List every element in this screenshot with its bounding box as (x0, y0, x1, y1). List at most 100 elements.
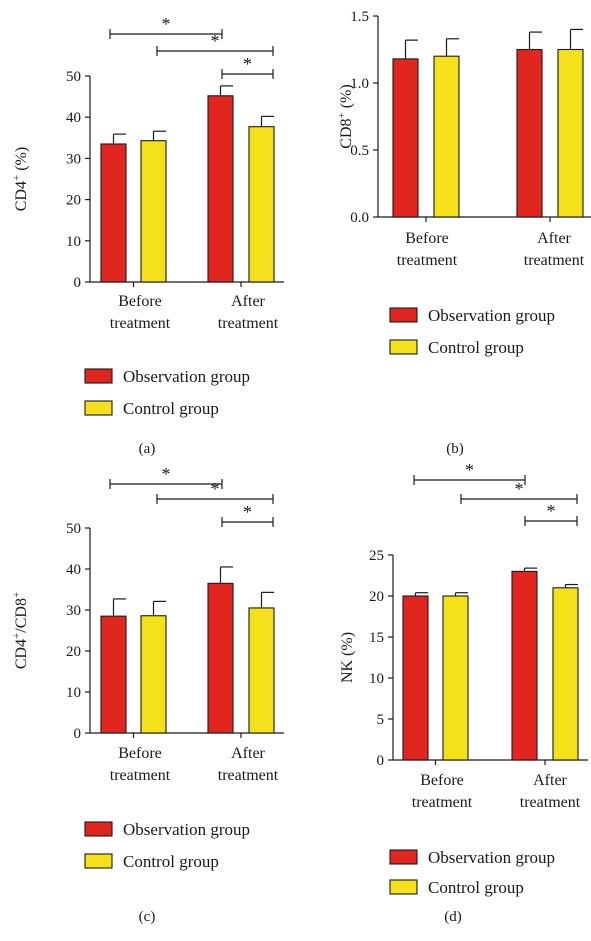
y-tick-label: 20 (66, 644, 81, 660)
x-category-label: After treatment (218, 745, 279, 784)
y-axis-label-superscript: + (11, 633, 23, 639)
significance-star: * (211, 479, 220, 499)
panel-letter: (c) (139, 909, 156, 925)
y-axis-label-text: NK (%) (339, 632, 356, 683)
significance-star: * (243, 54, 252, 74)
x-category-label: Before treatment (412, 772, 473, 811)
x-category-label-line: Before (420, 772, 464, 789)
y-tick-label: 20 (369, 589, 384, 605)
y-axis-label-text: (%) (338, 84, 355, 112)
y-tick-label: 0 (377, 753, 385, 769)
x-category-label-line: treatment (218, 767, 279, 784)
x-category-label: After treatment (520, 772, 581, 811)
bar-observation (511, 570, 538, 761)
x-category-label-line: After (533, 772, 567, 789)
bar-observation (100, 143, 127, 283)
y-tick-label: 10 (66, 234, 81, 250)
legend-swatch-control (389, 879, 418, 895)
panel-letter: (b) (446, 441, 464, 457)
bar-control (442, 595, 469, 761)
significance-star: * (547, 501, 556, 521)
legend-label-control: Control group (123, 852, 219, 871)
y-tick-label: 0.5 (350, 143, 369, 159)
x-category-label-line: treatment (110, 315, 171, 332)
legend-label-observation: Observation group (123, 820, 250, 839)
bar-control (248, 126, 275, 283)
legend-label-control: Control group (123, 399, 219, 418)
y-tick-label: 50 (66, 521, 81, 537)
chart-panel-c: 0 10 20 30 40 50 Before treatment After treatment… (11, 464, 284, 925)
legend-label-observation: Observation group (428, 306, 555, 325)
legend-label-observation: Observation group (123, 367, 250, 386)
legend-label-control: Control group (428, 878, 524, 897)
y-tick-label: 15 (369, 630, 384, 646)
x-category-label-line: treatment (412, 794, 473, 811)
y-tick-label: 0 (74, 275, 82, 291)
x-category-label-line: treatment (218, 315, 279, 332)
y-tick-label: 30 (66, 603, 81, 619)
y-tick-label: 1.5 (350, 9, 369, 25)
y-tick-label: 0 (74, 726, 82, 742)
y-tick-label: 10 (369, 671, 384, 687)
y-axis-label: CD4+/CD8+ (11, 592, 30, 669)
significance-star: * (162, 14, 171, 34)
legend-swatch-control (84, 400, 113, 416)
y-tick-label: 20 (66, 193, 81, 209)
x-category-label-line: Before (405, 230, 449, 247)
y-tick-label: 5 (377, 712, 385, 728)
bar-control (248, 607, 275, 734)
significance-star: * (162, 464, 171, 484)
x-category-label-line: Before (118, 293, 162, 310)
bar-observation (207, 95, 234, 283)
legend-swatch-observation (84, 821, 113, 837)
y-tick-label: 40 (66, 562, 81, 578)
legend-label-control: Control group (428, 338, 524, 357)
legend-swatch-observation (389, 307, 418, 323)
y-tick-label: 10 (66, 685, 81, 701)
bar-control (552, 587, 579, 761)
y-axis-label-text: (%) (13, 147, 30, 175)
significance-star: * (243, 502, 252, 522)
y-tick-label: 30 (66, 151, 81, 167)
x-category-label-line: Before (118, 745, 162, 762)
y-tick-label: 1.0 (350, 76, 369, 92)
y-tick-label: 25 (369, 548, 384, 564)
bar-observation (392, 58, 419, 218)
significance-star: * (465, 460, 474, 480)
x-category-label: Before treatment (110, 293, 171, 332)
x-category-label: Before treatment (397, 230, 458, 269)
x-category-label-line: After (537, 230, 571, 247)
y-axis-label: CD8+ (%) (336, 84, 355, 148)
chart-panel-a: 0 10 20 30 40 50 Before treatment After treatment… (11, 14, 284, 457)
bar-observation (207, 582, 234, 734)
y-axis-label-superscript: + (336, 112, 348, 118)
y-axis-label-text: /CD8 (13, 598, 30, 633)
panel-letter: (d) (444, 909, 462, 925)
x-category-label-line: treatment (524, 252, 585, 269)
x-category-label-line: After (231, 293, 265, 310)
chart-panel-b: 0.0 0.5 1.0 1.5 Before treatment After treatmen… (336, 9, 591, 457)
y-axis-label: NK (%) (339, 632, 356, 683)
chart-panel-d: 0 5 10 15 20 25 Before treatment After treatment *… (339, 460, 588, 925)
legend-swatch-observation (84, 368, 113, 384)
bar-control (140, 140, 167, 283)
y-axis-label-superscript: + (11, 175, 23, 181)
significance-star: * (211, 31, 220, 51)
x-category-label-line: treatment (110, 767, 171, 784)
x-category-label: Before treatment (110, 745, 171, 784)
y-axis-label-superscript: + (11, 592, 23, 598)
bar-control (557, 48, 584, 218)
y-axis-label-text: CD4 (13, 181, 30, 211)
x-category-label-line: treatment (520, 794, 581, 811)
significance-star: * (515, 479, 524, 499)
x-category-label: After treatment (524, 230, 585, 269)
y-tick-label: 50 (66, 69, 81, 85)
y-axis-label-text: CD4 (13, 639, 30, 669)
y-axis-label: CD4+ (%) (11, 147, 30, 211)
legend-swatch-control (84, 853, 113, 869)
y-axis-label-text: CD8 (338, 118, 355, 148)
bar-control (140, 615, 167, 734)
bar-control (433, 55, 460, 218)
panel-letter: (a) (139, 441, 156, 457)
x-category-label-line: treatment (397, 252, 458, 269)
